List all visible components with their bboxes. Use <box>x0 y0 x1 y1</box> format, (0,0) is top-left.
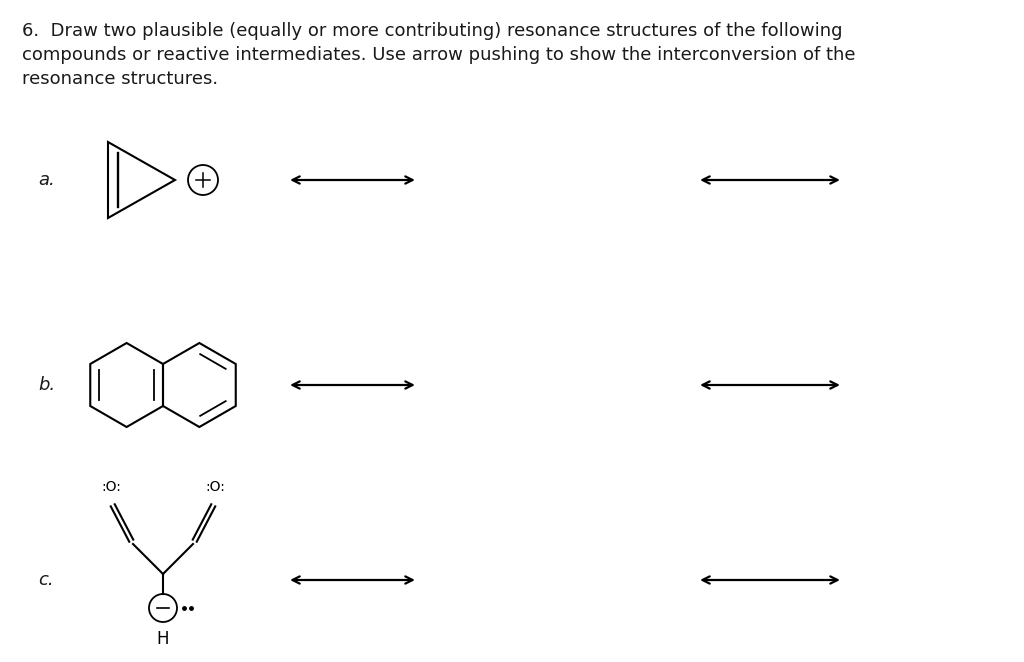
Text: :O:: :O: <box>205 480 225 494</box>
Text: :O:: :O: <box>101 480 121 494</box>
Text: b.: b. <box>38 376 55 394</box>
Text: c.: c. <box>38 571 53 589</box>
Text: a.: a. <box>38 171 54 189</box>
Text: H: H <box>157 630 169 648</box>
Text: 6.  Draw two plausible (equally or more contributing) resonance structures of th: 6. Draw two plausible (equally or more c… <box>22 22 843 40</box>
Text: resonance structures.: resonance structures. <box>22 70 218 88</box>
Text: compounds or reactive intermediates. Use arrow pushing to show the interconversi: compounds or reactive intermediates. Use… <box>22 46 855 64</box>
